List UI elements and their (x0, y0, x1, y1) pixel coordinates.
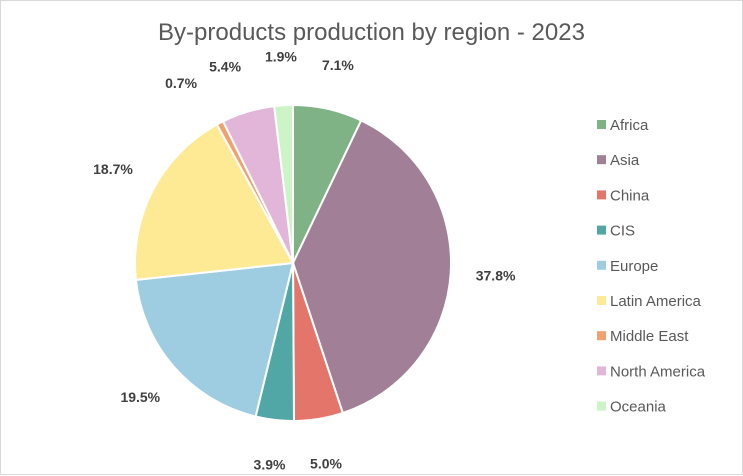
chart-title: By-products production by region - 2023 (158, 19, 585, 46)
legend-label-oceania: Oceania (610, 399, 667, 416)
legend-swatch-europe (597, 260, 606, 270)
legend-label-latin-america: Latin America (610, 293, 702, 310)
legend-item-asia: Asia (597, 152, 640, 169)
data-label-europe: 19.5% (120, 389, 160, 405)
data-label-asia: 37.8% (476, 268, 516, 284)
legend-item-latin-america: Latin America (597, 293, 702, 310)
legend-item-cis: CIS (597, 223, 635, 240)
legend-label-north-america: North America (610, 363, 706, 380)
legend-swatch-oceania (597, 401, 606, 411)
data-label-oceania: 1.9% (265, 48, 297, 64)
legend-item-europe: Europe (597, 258, 658, 275)
data-label-latin-america: 18.7% (93, 161, 133, 177)
pie-slice-asia (291, 119, 453, 415)
legend-label-cis: CIS (610, 223, 635, 240)
legend-item-middle-east: Middle East (597, 328, 689, 345)
pie-slice-latin-america (134, 123, 295, 281)
legend-label-middle-east: Middle East (610, 328, 689, 345)
legend-label-africa: Africa (610, 117, 649, 134)
data-label-cis: 3.9% (254, 457, 286, 473)
legend-label-europe: Europe (610, 258, 658, 275)
legend-swatch-latin-america (597, 296, 606, 305)
legend-item-north-america: North America (597, 363, 706, 380)
legend-swatch-north-america (597, 366, 606, 376)
legend-swatch-china (597, 190, 606, 200)
data-label-north-america: 5.4% (209, 58, 241, 74)
legend-item-china: China (597, 187, 650, 204)
legend-swatch-africa (597, 120, 606, 129)
data-label-africa: 7.1% (322, 57, 354, 73)
legend-label-china: China (610, 187, 650, 204)
data-label-china: 5.0% (310, 455, 342, 471)
legend-swatch-asia (597, 155, 606, 165)
legend-label-asia: Asia (610, 152, 640, 169)
pie-slice-oceania (273, 103, 294, 264)
data-label-middle-east: 0.7% (165, 75, 197, 91)
legend-item-africa: Africa (597, 117, 649, 134)
legend-item-oceania: Oceania (597, 399, 667, 416)
legend-swatch-cis (597, 225, 606, 235)
pie-slice-europe (134, 261, 295, 418)
legend-swatch-middle-east (597, 331, 606, 341)
